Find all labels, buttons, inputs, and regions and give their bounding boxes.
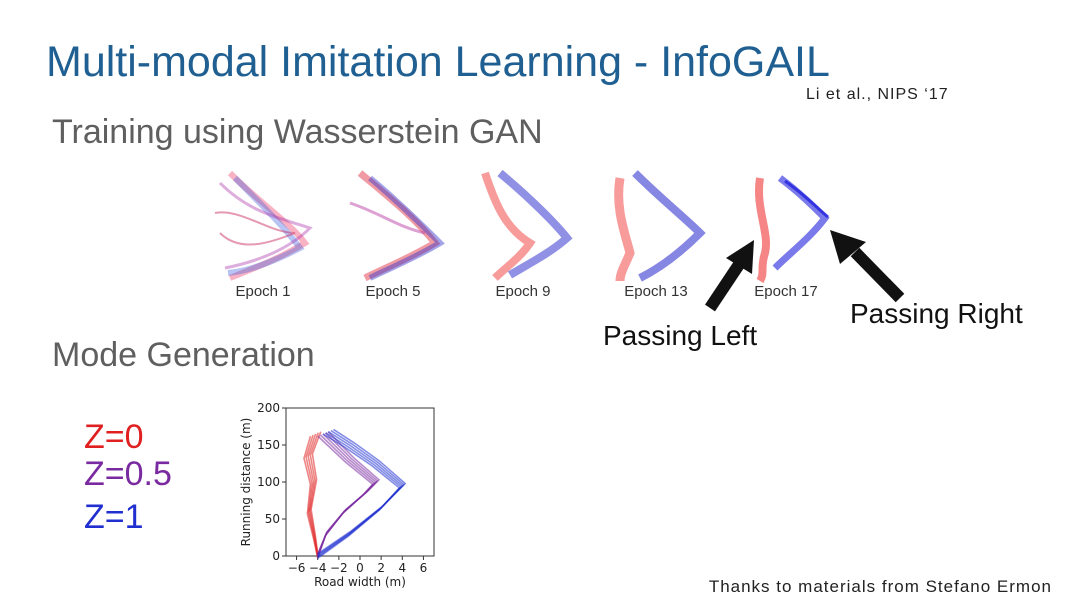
credit-line: Thanks to materials from Stefano Ermon — [708, 577, 1052, 596]
epoch-17-plot — [755, 175, 830, 284]
legend-z05: Z=0.5 — [84, 455, 172, 493]
y-tick-label: 200 — [257, 401, 280, 415]
series-line — [317, 433, 401, 559]
section-heading-training: Training using Wasserstein GAN — [52, 113, 543, 151]
x-tick-label: 2 — [377, 561, 385, 575]
epoch-thumbnails — [214, 169, 830, 284]
x-tick-label: −4 — [309, 561, 327, 575]
series-line — [317, 428, 407, 555]
annotation-arrows — [705, 230, 905, 312]
series-line — [316, 435, 374, 559]
y-tick-label: 0 — [272, 549, 280, 563]
epoch-9-plot — [481, 169, 573, 281]
epoch-label: Epoch 1 — [235, 283, 291, 300]
y-axis-label: Running distance (m) — [239, 418, 253, 547]
legend-z0: Z=0 — [84, 418, 144, 456]
series-line — [316, 431, 381, 555]
series-line — [310, 431, 322, 554]
y-tick-label: 150 — [257, 438, 280, 452]
arrow-passing-right — [830, 230, 905, 303]
epoch-5-plot — [349, 170, 445, 282]
citation: Li et al., NIPS ‘17 — [806, 86, 949, 103]
x-tick-label: 0 — [356, 561, 364, 575]
epoch-label: Epoch 13 — [624, 283, 688, 300]
x-tick-label: −6 — [288, 561, 306, 575]
x-tick-label: −2 — [330, 561, 348, 575]
epoch-13-plot — [614, 170, 706, 282]
epoch-label: Epoch 17 — [754, 283, 818, 300]
slide-title: Multi-modal Imitation Learning - InfoGAI… — [46, 38, 830, 86]
arrow-passing-left — [705, 240, 754, 312]
epoch-label: Epoch 5 — [365, 283, 421, 300]
x-tick-label: 4 — [398, 561, 406, 575]
epoch-label: Epoch 9 — [495, 283, 551, 300]
x-axis-label: Road width (m) — [314, 575, 406, 589]
y-tick-label: 50 — [265, 512, 280, 526]
section-heading-mode: Mode Generation — [52, 336, 315, 374]
x-tick-label: 6 — [420, 561, 428, 575]
plot-frame — [285, 407, 435, 557]
legend-z1: Z=1 — [84, 498, 144, 536]
passing-right-label: Passing Right — [850, 298, 1023, 329]
epoch-1-plot — [214, 170, 313, 281]
passing-left-label: Passing Left — [603, 320, 758, 351]
y-tick-label: 100 — [257, 475, 280, 489]
